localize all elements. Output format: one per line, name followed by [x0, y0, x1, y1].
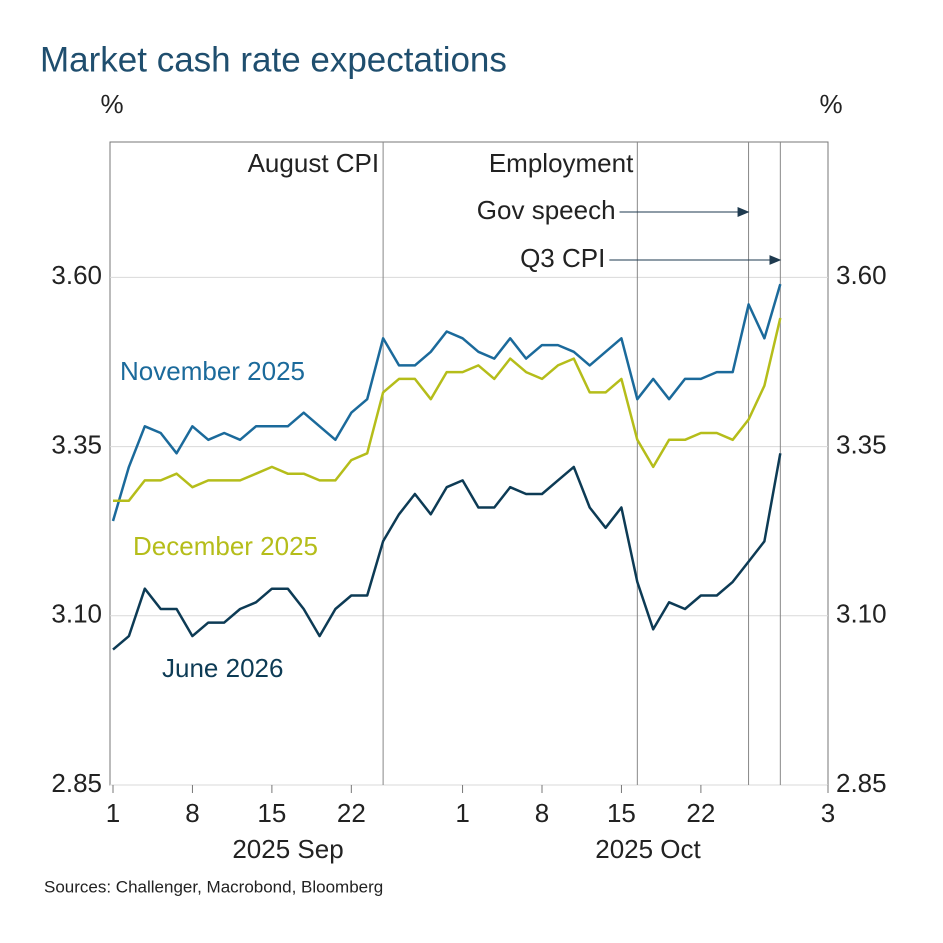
- x-tick-label: 22: [686, 798, 715, 828]
- y-tick-label: 2.85: [51, 768, 102, 798]
- x-group-label: 2025 Sep: [232, 834, 343, 864]
- x-group-label: 2025 Oct: [595, 834, 701, 864]
- series-line: [113, 317, 782, 502]
- chart-title: Market cash rate expectations: [40, 40, 507, 79]
- y2-tick-label: 3.60: [836, 260, 887, 290]
- x-tick-label: 15: [257, 798, 286, 828]
- series-line: [112, 453, 782, 651]
- series-line: [111, 283, 782, 522]
- y2-tick-label: 2.85: [836, 768, 887, 798]
- y2-tick-label: 3.35: [836, 429, 887, 459]
- event-label: Employment: [489, 148, 634, 178]
- y2-tick-label: 3.10: [836, 599, 887, 629]
- series-label: December 2025: [133, 531, 318, 561]
- source: Sources: Challenger, Macrobond, Bloomber…: [44, 877, 383, 896]
- series-label: June 2026: [162, 653, 283, 683]
- x-tick-label: 1: [455, 798, 469, 828]
- x-tick-label: 3: [821, 798, 835, 828]
- event-label: Gov speech: [477, 195, 616, 225]
- y-tick-label: 3.10: [51, 599, 102, 629]
- x-tick-label: 8: [185, 798, 199, 828]
- x-tick-label: 15: [607, 798, 636, 828]
- x-tick-label: 1: [106, 798, 120, 828]
- x-tick-label: 8: [535, 798, 549, 828]
- y-axis-label: %: [100, 89, 123, 119]
- y2-axis-label: %: [819, 89, 842, 119]
- plot-frame: [109, 141, 829, 786]
- x-tick-label: 22: [337, 798, 366, 828]
- y-tick-label: 3.60: [51, 260, 102, 290]
- event-label: Q3 CPI: [520, 243, 605, 273]
- event-label: August CPI: [248, 148, 380, 178]
- y-tick-label: 3.35: [51, 429, 102, 459]
- series-label: November 2025: [120, 356, 305, 386]
